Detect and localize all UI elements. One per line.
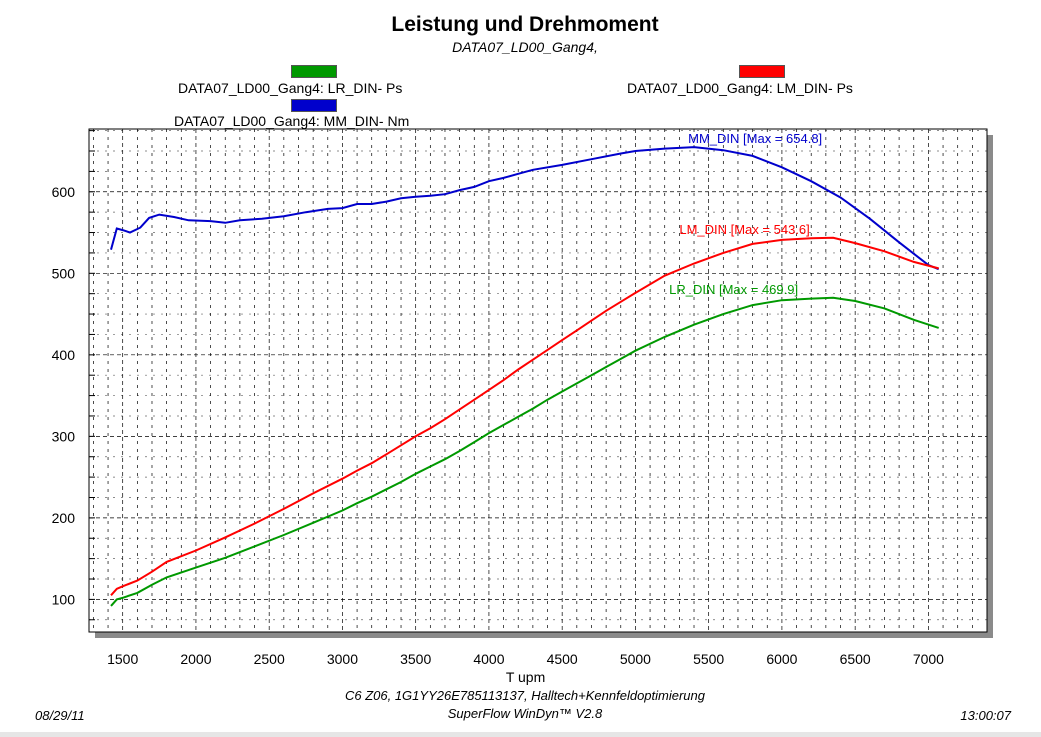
y-tick-label: 500 xyxy=(52,265,76,281)
legend-label-lm: DATA07_LD00_Gang4: LM_DIN- Ps xyxy=(627,80,853,96)
series-line-lm xyxy=(110,236,939,596)
x-tick-label: 4000 xyxy=(473,651,504,667)
chart-title: Leistung und Drehmoment xyxy=(391,13,659,36)
x-tick-label: 7000 xyxy=(913,651,944,667)
x-tick-label: 4500 xyxy=(547,651,578,667)
series-annotation-lr: LR_DIN [Max = 469.9] xyxy=(669,282,798,297)
legend-label-mm: DATA07_LD00_Gang4: MM_DIN- Nm xyxy=(174,113,410,129)
x-tick-label: 2000 xyxy=(180,651,211,667)
x-tick-label: 6500 xyxy=(840,651,871,667)
x-tick-label: 1500 xyxy=(107,651,138,667)
series-annotation-mm: MM_DIN [Max = 654.8] xyxy=(688,131,822,146)
y-tick-label: 400 xyxy=(52,347,76,363)
legend-swatch-lr xyxy=(291,65,337,78)
bottom-strip xyxy=(0,732,1041,737)
series-line-mm xyxy=(110,146,940,271)
series-annotation-lm: LM_DIN [Max = 543.6] xyxy=(679,222,809,237)
legend-swatch-mm xyxy=(291,99,337,112)
chart-subtitle: DATA07_LD00_Gang4, xyxy=(452,39,598,55)
x-tick-label: 3500 xyxy=(400,651,431,667)
x-tick-label: 3000 xyxy=(327,651,358,667)
footer-vehicle-info: C6 Z06, 1G1YY26E785113137, Halltech+Kenn… xyxy=(344,688,706,703)
series-line-lr xyxy=(110,296,940,607)
footer-software: SuperFlow WinDyn™ V2.8 xyxy=(447,706,603,721)
y-tick-label: 200 xyxy=(52,510,76,526)
x-tick-label: 5000 xyxy=(620,651,651,667)
footer-time: 13:00:07 xyxy=(960,708,1011,723)
y-tick-label: 100 xyxy=(52,591,76,607)
y-tick-label: 600 xyxy=(52,184,76,200)
footer-date: 08/29/11 xyxy=(35,708,85,723)
y-tick-label: 300 xyxy=(52,428,76,444)
legend-swatch-lm xyxy=(739,65,785,78)
x-tick-label: 6000 xyxy=(766,651,797,667)
x-tick-label: 5500 xyxy=(693,651,724,667)
x-axis-label: T upm xyxy=(506,669,545,685)
plot-area xyxy=(88,128,988,633)
legend-label-lr: DATA07_LD00_Gang4: LR_DIN- Ps xyxy=(178,80,403,96)
x-tick-label: 2500 xyxy=(254,651,285,667)
